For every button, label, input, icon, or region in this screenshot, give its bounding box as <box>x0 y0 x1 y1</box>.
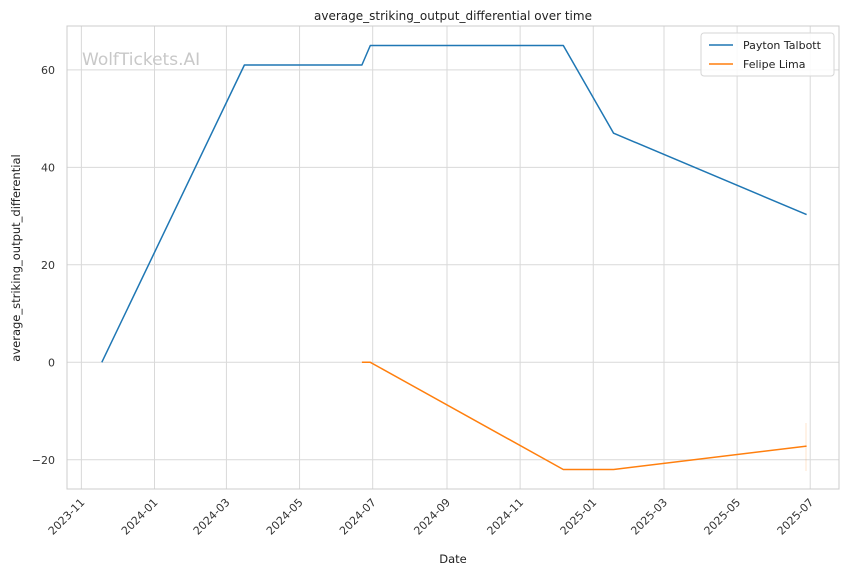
x-tick-label: 2023-11 <box>46 496 88 538</box>
x-tick-label: 2025-07 <box>775 496 817 538</box>
y-tick-label: 0 <box>48 356 55 369</box>
x-tick-label: 2024-03 <box>191 496 233 538</box>
x-tick-label: 2025-03 <box>628 496 670 538</box>
x-tick-labels: 2023-11 2024-01 2024-03 2024-05 2024-07 2024-… <box>46 496 817 538</box>
series-lines <box>101 44 807 471</box>
series-line-payton-talbott <box>101 44 807 363</box>
x-tick-label: 2024-05 <box>264 496 306 538</box>
plot-background <box>67 26 839 489</box>
x-tick-label: 2024-11 <box>485 496 527 538</box>
y-tick-label: 60 <box>41 64 55 77</box>
y-tick-label: 20 <box>41 259 55 272</box>
series-line-felipe-lima <box>361 361 807 471</box>
x-axis-title: Date <box>439 552 467 566</box>
y-tick-labels: −20 0 20 40 60 <box>32 64 55 467</box>
plot-frame <box>66 25 840 490</box>
x-tick-label: 2024-01 <box>119 496 161 538</box>
x-tick-label: 2024-09 <box>411 496 453 538</box>
legend-label-payton-talbott: Payton Talbott <box>743 39 822 52</box>
chart-title: average_striking_output_differential ove… <box>314 9 592 23</box>
watermark-text: WolfTickets.AI <box>82 50 200 70</box>
legend-label-felipe-lima: Felipe Lima <box>743 58 806 71</box>
y-tick-label: −20 <box>32 454 55 467</box>
y-tick-label: 40 <box>41 161 55 174</box>
legend-box <box>700 32 835 77</box>
y-axis-title: average_striking_output_differential <box>9 154 23 361</box>
x-tick-label: 2025-01 <box>558 496 600 538</box>
x-tick-label: 2024-07 <box>337 496 379 538</box>
x-tick-label: 2025-05 <box>702 496 744 538</box>
grid-lines <box>67 26 839 489</box>
legend: Payton Talbott Felipe Lima <box>700 32 835 77</box>
